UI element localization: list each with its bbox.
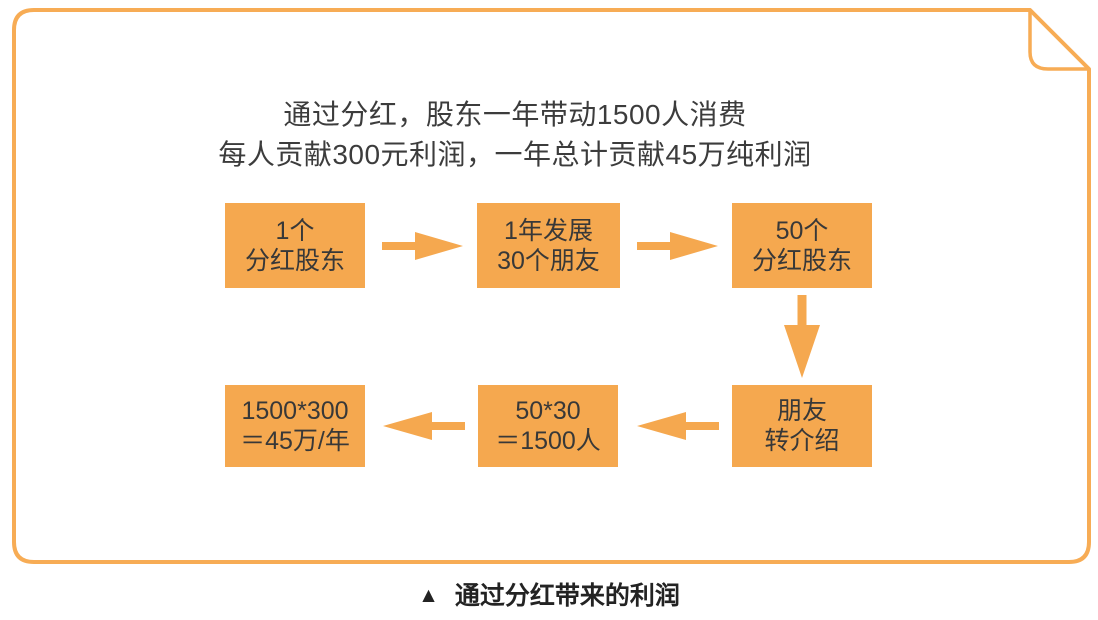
title-line-2: 每人贡献300元利润，一年总计贡献45万纯利润 xyxy=(218,139,812,170)
flow-box-calc-1500x300: 1500*300 ＝45万/年 xyxy=(225,385,365,467)
box-line: 1500*300 xyxy=(241,397,349,425)
arrow-left-icon xyxy=(637,412,719,440)
flow-box-fifty-dividend-shareholders: 50个 分红股东 xyxy=(732,203,872,288)
box-line: 50*30 xyxy=(515,397,581,425)
arrow-left-icon xyxy=(383,412,465,440)
box-line: 30个朋友 xyxy=(497,246,600,275)
arrow-down-icon xyxy=(784,295,820,378)
arrow-right-icon xyxy=(637,232,718,260)
box-line: ＝45万/年 xyxy=(240,427,350,455)
box-line: 分红股东 xyxy=(244,246,345,275)
triangle-up-icon: ▲ xyxy=(418,584,439,607)
box-line: ＝1500人 xyxy=(495,427,601,455)
flow-box-calc-50x30: 50*30 ＝1500人 xyxy=(478,385,618,467)
figure-title: 通过分红，股东一年带动1500人消费 每人贡献300元利润，一年总计贡献45万纯… xyxy=(0,95,1030,175)
box-line: 分红股东 xyxy=(751,246,852,275)
box-line: 1个 xyxy=(275,216,315,245)
page-fold-icon xyxy=(1028,8,1091,71)
flow-box-one-year-30-friends: 1年发展 30个朋友 xyxy=(477,203,620,288)
figure-caption: ▲ 通过分红带来的利润 xyxy=(0,576,1098,612)
box-line: 朋友 xyxy=(776,397,827,425)
title-line-1: 通过分红，股东一年带动1500人消费 xyxy=(283,99,747,130)
box-line: 转介绍 xyxy=(764,427,840,455)
arrow-right-icon xyxy=(382,232,463,260)
page-outline xyxy=(12,8,1091,564)
flow-box-one-dividend-shareholder: 1个 分红股东 xyxy=(225,203,365,288)
box-line: 50个 xyxy=(775,216,829,245)
caption-text: 通过分红带来的利润 xyxy=(454,582,680,610)
flow-box-friend-referral: 朋友 转介绍 xyxy=(732,385,872,467)
box-line: 1年发展 xyxy=(504,216,593,245)
